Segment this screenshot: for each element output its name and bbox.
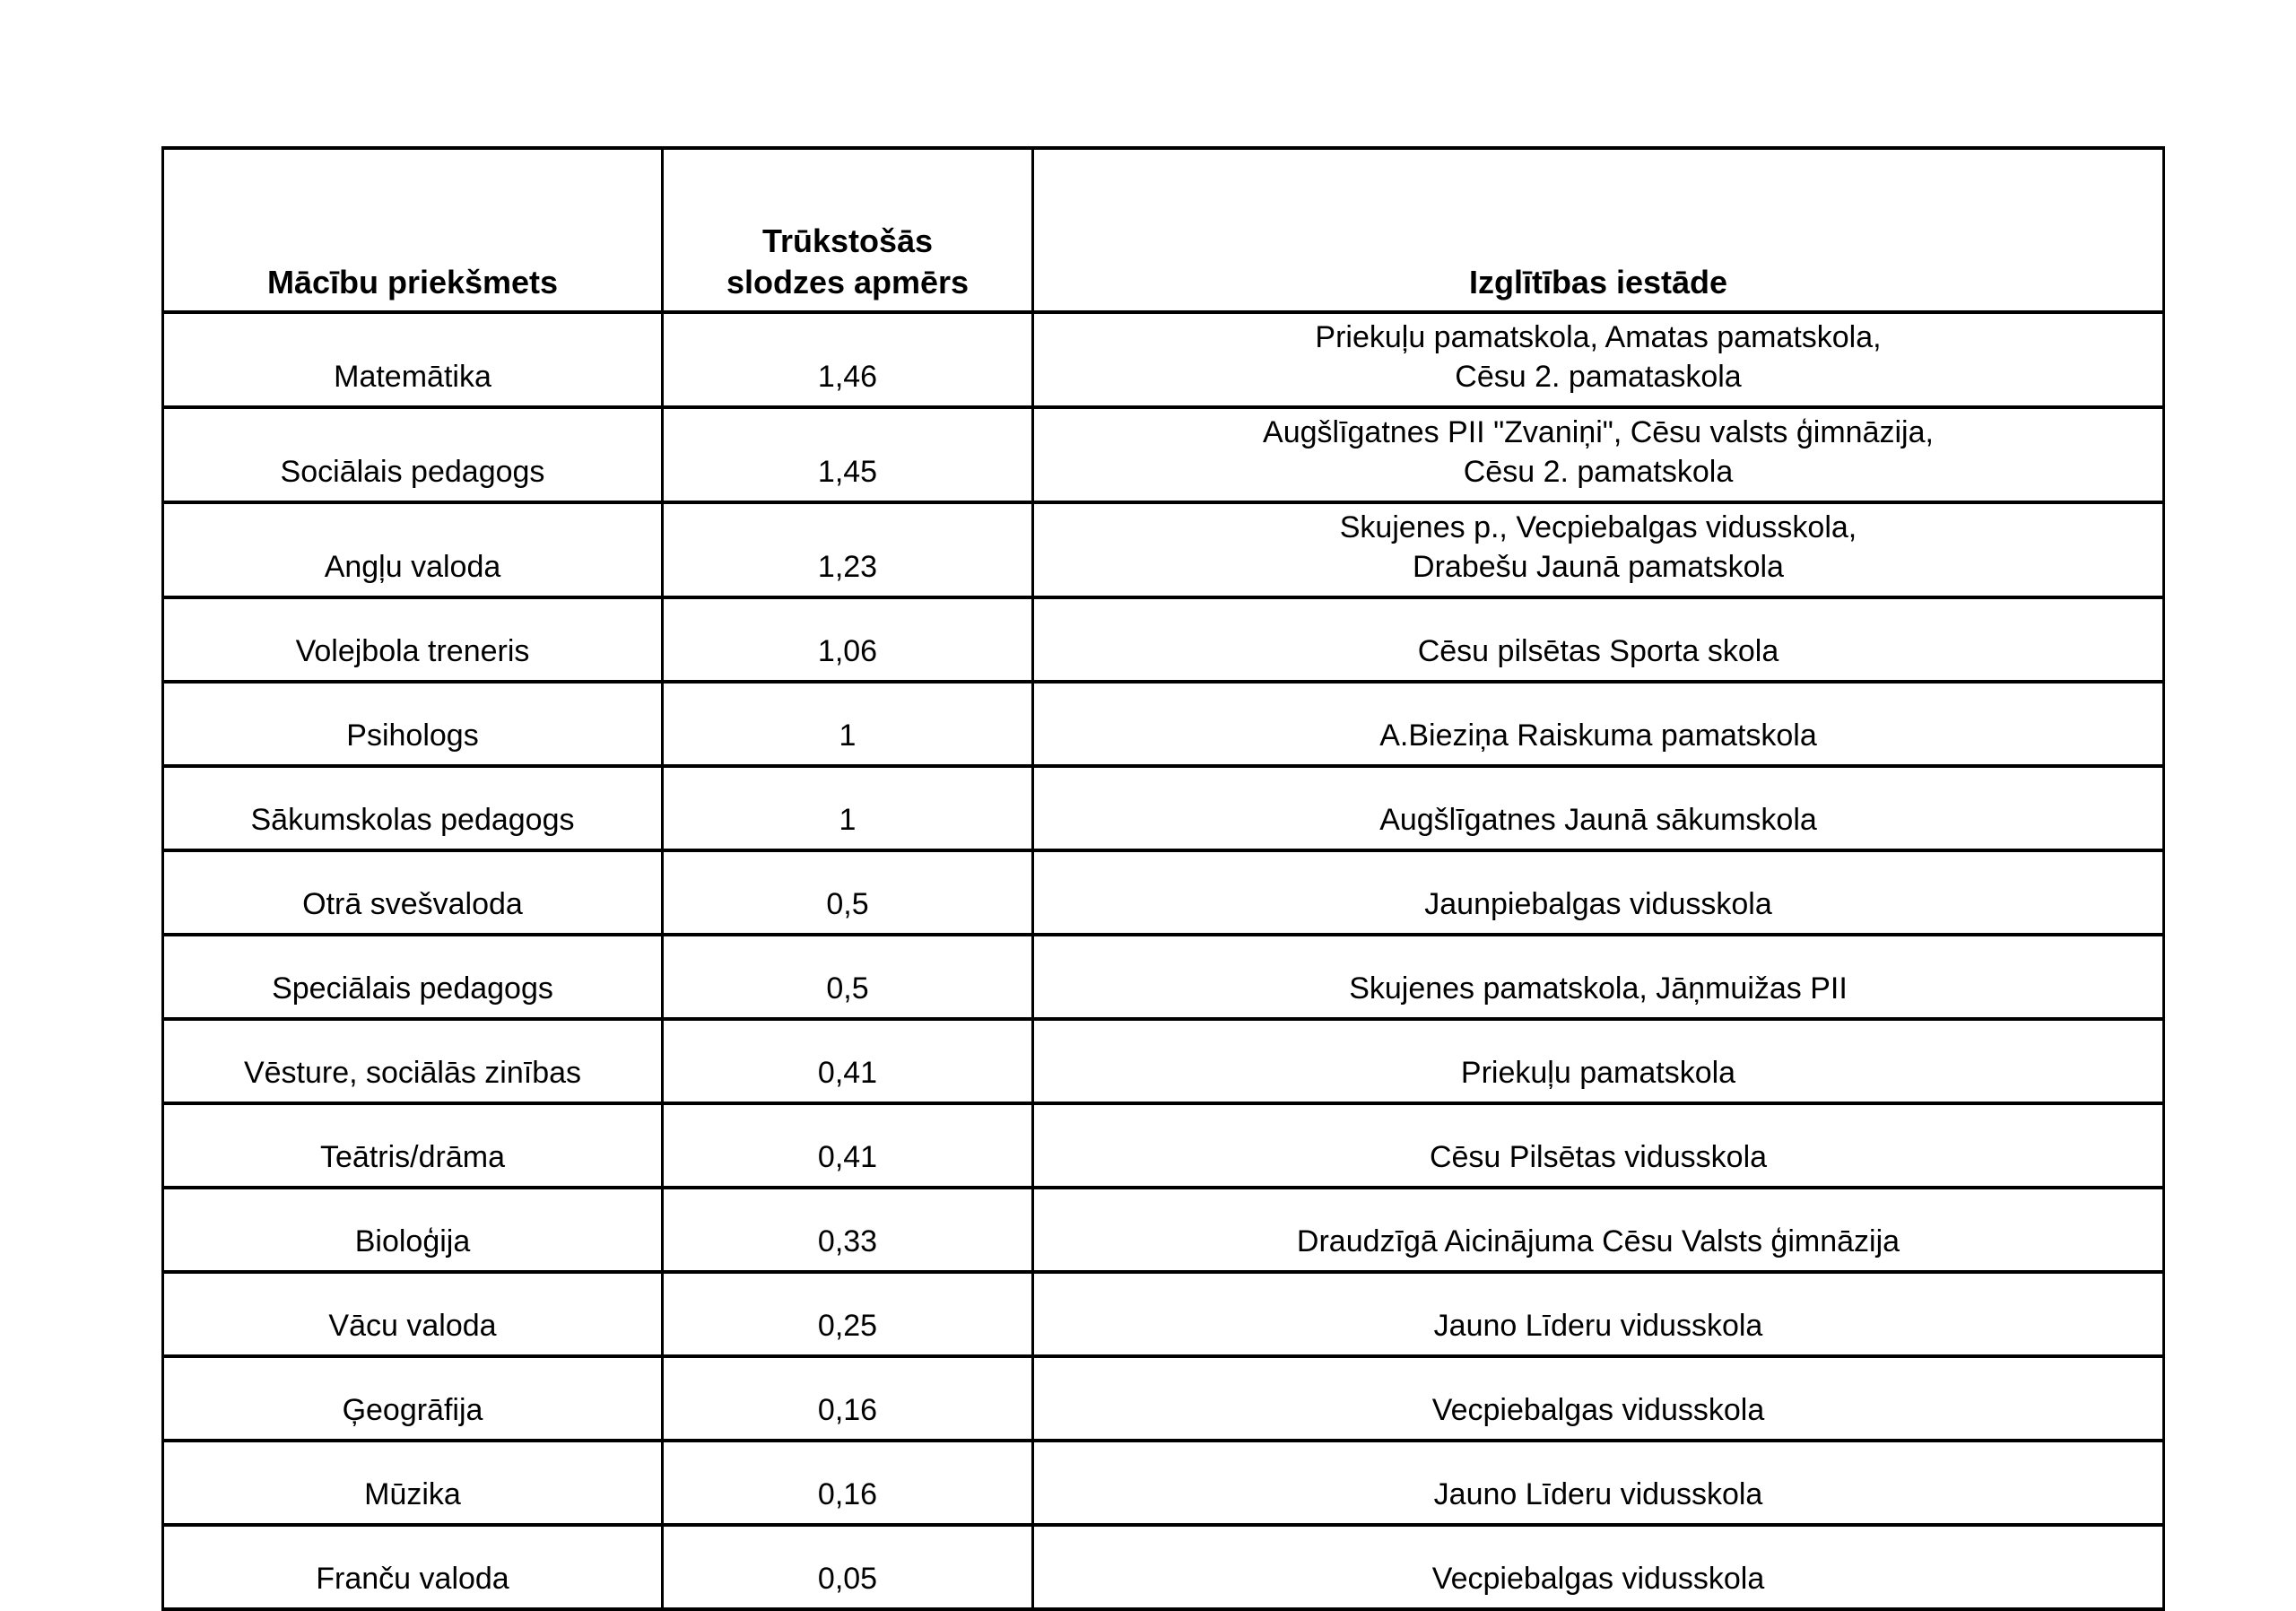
institution-cell: Vecpiebalgas vidusskola <box>1031 1354 2165 1442</box>
institution-cell: Augšlīgatnes Jaunā sākumskola <box>1031 764 2165 852</box>
workload-cell: 0,41 <box>661 1017 1034 1105</box>
table-row: Volejbola treneris 1,06 Cēsu pilsētas Spor… <box>161 596 2165 684</box>
subject-cell: Speciālais pedagogs <box>161 933 664 1021</box>
institution-cell: Skujenes p., Vecpiebalgas vidusskola, Dr… <box>1031 501 2165 599</box>
table-row: Teātris/drāma 0,41 Cēsu Pilsētas vidusskol… <box>161 1102 2165 1189</box>
subject-cell: Sociālais pedagogs <box>161 405 664 504</box>
col-header-institution: Izglītības iestāde <box>1031 146 2165 314</box>
table-row: Sākumskolas pedagogs 1 Augšlīgatnes Jaunā … <box>161 764 2165 852</box>
institution-cell: Skujenes pamatskola, Jāņmuižas PII <box>1031 933 2165 1021</box>
institution-cell: Jaunpiebalgas vidusskola <box>1031 849 2165 936</box>
col-header-workload: Trūkstošās slodzes apmērs <box>661 146 1034 314</box>
workload-cell: 1,46 <box>661 310 1034 409</box>
subject-cell: Franču valoda <box>161 1523 664 1611</box>
institution-cell: Jauno Līderu vidusskola <box>1031 1439 2165 1527</box>
col-header-subject: Mācību priekšmets <box>161 146 664 314</box>
table-row: Ģeogrāfija 0,16 Vecpiebalgas vidusskola <box>161 1354 2165 1442</box>
subject-cell: Sākumskolas pedagogs <box>161 764 664 852</box>
table-row: Vēsture, sociālās zinības 0,41 Priekuļu pa… <box>161 1017 2165 1105</box>
workload-cell: 0,5 <box>661 849 1034 936</box>
institution-cell: A.Bieziņa Raiskuma pamatskola <box>1031 680 2165 768</box>
subject-cell: Bioloģija <box>161 1186 664 1274</box>
subject-cell: Ģeogrāfija <box>161 1354 664 1442</box>
workload-cell: 0,33 <box>661 1186 1034 1274</box>
workload-cell: 1 <box>661 764 1034 852</box>
workload-cell: 0,16 <box>661 1354 1034 1442</box>
subject-cell: Angļu valoda <box>161 501 664 599</box>
workload-cell: 0,25 <box>661 1270 1034 1358</box>
subject-cell: Matemātika <box>161 310 664 409</box>
header-row: Mācību priekšmets Trūkstošās slodzes apm… <box>161 146 2165 314</box>
table-row: Matemātika 1,46 Priekuļu pamatskola, Amata… <box>161 310 2165 409</box>
table-row: Sociālais pedagogs 1,45 Augšlīgatnes PII "… <box>161 405 2165 504</box>
workload-cell: 0,16 <box>661 1439 1034 1527</box>
subject-cell: Vācu valoda <box>161 1270 664 1358</box>
table-row: Speciālais pedagogs 0,5 Skujenes pamatskol… <box>161 933 2165 1021</box>
table-row: Mūzika 0,16 Jauno Līderu vidusskola <box>161 1439 2165 1527</box>
page-canvas: Mācību priekšmets Trūkstošās slodzes apm… <box>161 146 2165 1611</box>
workload-cell: 1,06 <box>661 596 1034 684</box>
institution-cell: Jauno Līderu vidusskola <box>1031 1270 2165 1358</box>
workload-cell: 1,45 <box>661 405 1034 504</box>
table-row: Otrā svešvaloda 0,5 Jaunpiebalgas vidussko… <box>161 849 2165 936</box>
institution-cell: Vecpiebalgas vidusskola <box>1031 1523 2165 1611</box>
institution-cell: Augšlīgatnes PII "Zvaniņi", Cēsu valsts … <box>1031 405 2165 504</box>
table-row: Psihologs 1 A.Bieziņa Raiskuma pamatskola <box>161 680 2165 768</box>
workload-cell: 0,5 <box>661 933 1034 1021</box>
subject-cell: Volejbola treneris <box>161 596 664 684</box>
institution-cell: Draudzīgā Aicinājuma Cēsu Valsts ģimnāzi… <box>1031 1186 2165 1274</box>
teacher-shortage-table: Mācību priekšmets Trūkstošās slodzes apm… <box>161 146 2165 1611</box>
institution-cell: Cēsu pilsētas Sporta skola <box>1031 596 2165 684</box>
table-row: Vācu valoda 0,25 Jauno Līderu vidusskola <box>161 1270 2165 1358</box>
table-row: Franču valoda 0,05 Vecpiebalgas vidusskola <box>161 1523 2165 1611</box>
institution-cell: Cēsu Pilsētas vidusskola <box>1031 1102 2165 1189</box>
subject-cell: Otrā svešvaloda <box>161 849 664 936</box>
institution-cell: Priekuļu pamatskola, Amatas pamatskola, … <box>1031 310 2165 409</box>
subject-cell: Teātris/drāma <box>161 1102 664 1189</box>
workload-cell: 1 <box>661 680 1034 768</box>
subject-cell: Mūzika <box>161 1439 664 1527</box>
table-row: Angļu valoda 1,23 Skujenes p., Vecpiebalga… <box>161 501 2165 599</box>
workload-cell: 0,05 <box>661 1523 1034 1611</box>
subject-cell: Vēsture, sociālās zinības <box>161 1017 664 1105</box>
institution-cell: Priekuļu pamatskola <box>1031 1017 2165 1105</box>
workload-cell: 1,23 <box>661 501 1034 599</box>
table-row: Bioloģija 0,33 Draudzīgā Aicinājuma Cēsu V… <box>161 1186 2165 1274</box>
subject-cell: Psihologs <box>161 680 664 768</box>
workload-cell: 0,41 <box>661 1102 1034 1189</box>
